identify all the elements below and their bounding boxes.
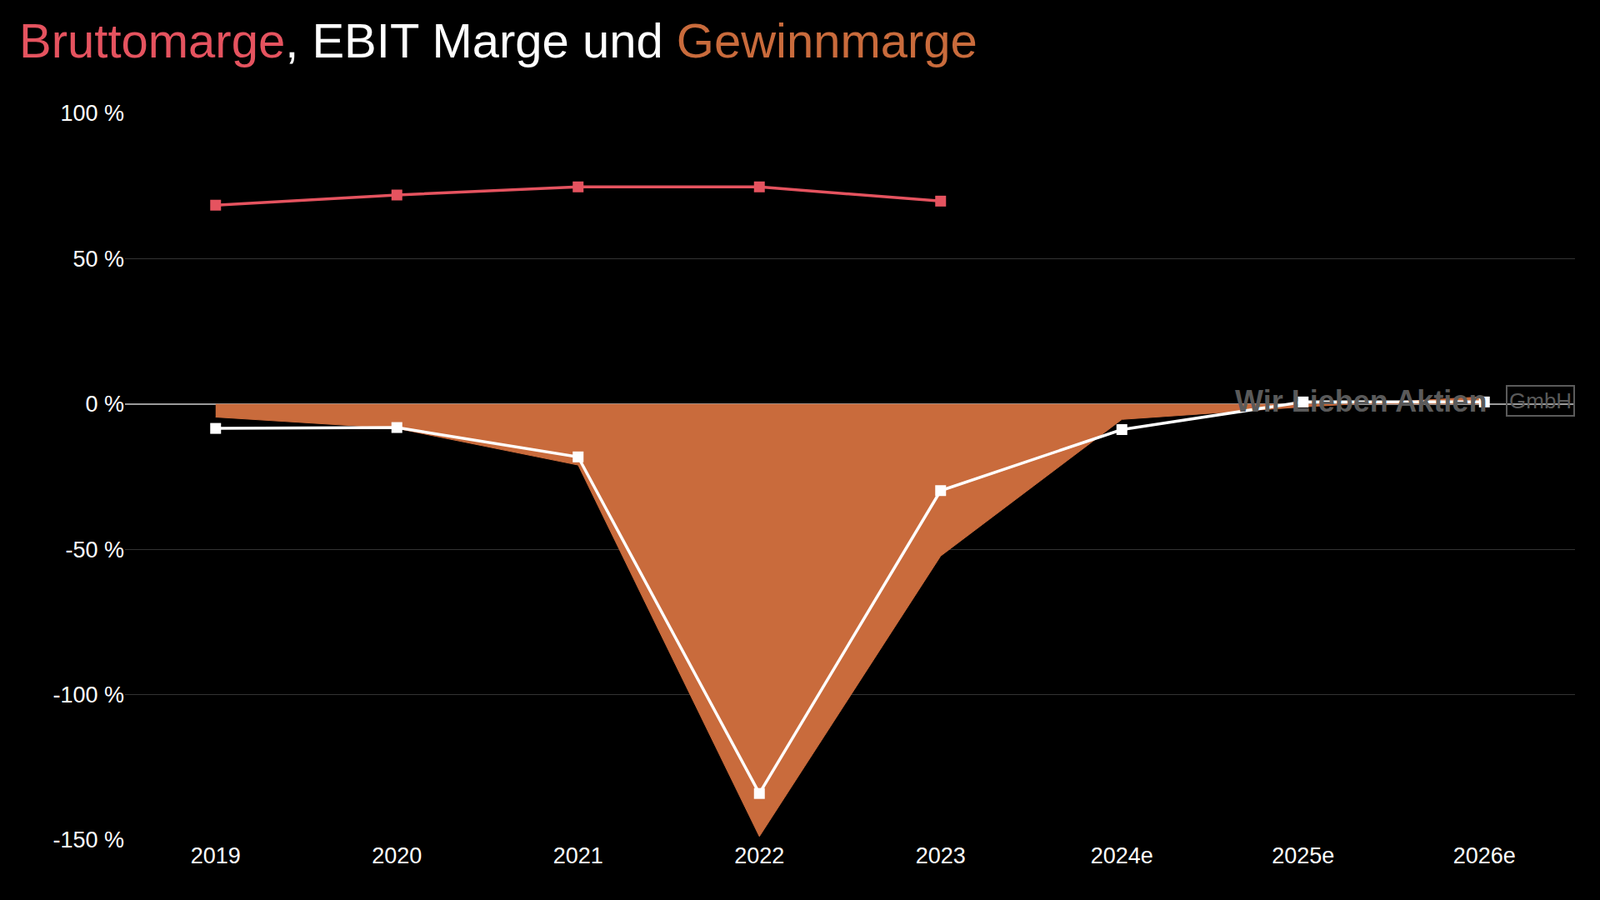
- svg-text:GmbH: GmbH: [1509, 388, 1572, 414]
- svg-text:2019: 2019: [190, 843, 241, 869]
- svg-text:Wir Lieben Aktien: Wir Lieben Aktien: [1235, 384, 1487, 419]
- svg-text:-50 %: -50 %: [65, 537, 125, 563]
- svg-text:2023: 2023: [915, 843, 966, 869]
- svg-text:2020: 2020: [371, 843, 422, 869]
- svg-text:2025e: 2025e: [1271, 843, 1335, 869]
- svg-text:0 %: 0 %: [85, 391, 125, 417]
- svg-text:-100 %: -100 %: [52, 682, 125, 708]
- svg-text:-150 %: -150 %: [52, 827, 125, 853]
- svg-text:50 %: 50 %: [72, 246, 125, 272]
- svg-text:Bruttomarge, EBIT Marge und Ge: Bruttomarge, EBIT Marge und Gewinnmarge: [19, 13, 978, 68]
- svg-text:2021: 2021: [553, 843, 604, 869]
- svg-text:2022: 2022: [734, 843, 785, 869]
- svg-text:2024e: 2024e: [1090, 843, 1154, 869]
- svg-text:2026e: 2026e: [1453, 843, 1516, 869]
- svg-text:100 %: 100 %: [60, 100, 125, 126]
